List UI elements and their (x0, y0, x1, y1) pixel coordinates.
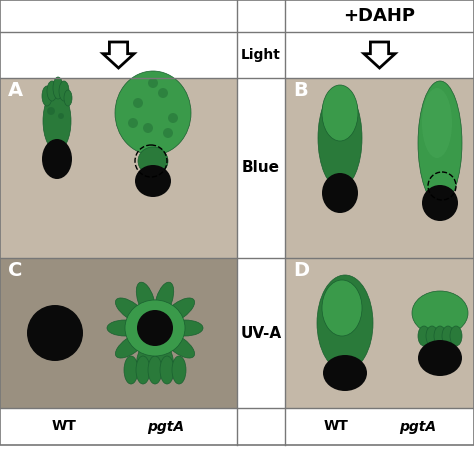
Ellipse shape (42, 139, 72, 179)
Bar (285, 258, 474, 408)
Text: WT: WT (52, 419, 76, 433)
Ellipse shape (143, 123, 153, 133)
Ellipse shape (43, 91, 71, 151)
Text: A: A (8, 81, 23, 100)
Bar (0, 258, 474, 408)
Ellipse shape (322, 173, 358, 213)
Ellipse shape (59, 81, 69, 101)
Ellipse shape (418, 340, 462, 376)
Ellipse shape (135, 165, 171, 197)
Text: B: B (293, 81, 308, 100)
Ellipse shape (148, 356, 162, 384)
Ellipse shape (164, 298, 194, 323)
Ellipse shape (138, 147, 168, 175)
Ellipse shape (422, 88, 452, 158)
Ellipse shape (137, 339, 155, 374)
Ellipse shape (322, 85, 358, 141)
Ellipse shape (107, 320, 143, 336)
Ellipse shape (53, 77, 63, 99)
Ellipse shape (418, 326, 430, 346)
Bar (237, 78, 285, 258)
Text: Light: Light (241, 48, 281, 62)
Ellipse shape (27, 305, 83, 361)
Text: Blue: Blue (242, 161, 280, 175)
Ellipse shape (172, 356, 186, 384)
Ellipse shape (137, 310, 173, 346)
Text: pgtA: pgtA (147, 419, 184, 433)
Polygon shape (364, 42, 395, 68)
Bar (285, 78, 474, 258)
Ellipse shape (58, 113, 64, 119)
Bar (0, 32, 474, 78)
Ellipse shape (155, 282, 173, 317)
Ellipse shape (434, 326, 446, 346)
Text: C: C (8, 261, 22, 280)
Ellipse shape (42, 86, 52, 106)
Ellipse shape (124, 356, 138, 384)
Ellipse shape (422, 185, 458, 221)
Ellipse shape (47, 107, 55, 115)
Text: UV-A: UV-A (240, 325, 282, 340)
Text: WT: WT (324, 419, 348, 433)
Ellipse shape (163, 128, 173, 138)
Ellipse shape (136, 356, 150, 384)
Ellipse shape (160, 356, 174, 384)
Ellipse shape (47, 81, 57, 101)
Ellipse shape (116, 298, 146, 323)
Ellipse shape (167, 320, 203, 336)
Bar (0, 258, 237, 408)
Ellipse shape (426, 326, 438, 346)
Ellipse shape (128, 118, 138, 128)
Bar (0, 408, 474, 445)
Text: D: D (293, 261, 309, 280)
Bar (0, 0, 474, 32)
Ellipse shape (322, 280, 362, 336)
Bar (0, 78, 237, 258)
Polygon shape (103, 42, 134, 68)
Ellipse shape (133, 98, 143, 108)
Ellipse shape (137, 282, 155, 317)
Ellipse shape (164, 333, 194, 358)
Ellipse shape (412, 291, 468, 335)
Bar (237, 258, 285, 408)
Ellipse shape (116, 333, 146, 358)
Ellipse shape (442, 326, 454, 346)
Ellipse shape (318, 88, 362, 188)
Ellipse shape (168, 113, 178, 123)
Ellipse shape (115, 71, 191, 155)
Ellipse shape (155, 339, 173, 374)
Ellipse shape (158, 88, 168, 98)
Ellipse shape (418, 81, 462, 205)
Ellipse shape (323, 355, 367, 391)
Text: +DAHP: +DAHP (344, 7, 416, 25)
Ellipse shape (125, 300, 185, 356)
Ellipse shape (148, 78, 158, 88)
Text: pgtA: pgtA (399, 419, 436, 433)
Ellipse shape (317, 275, 373, 371)
Ellipse shape (64, 90, 72, 106)
Ellipse shape (450, 326, 462, 346)
